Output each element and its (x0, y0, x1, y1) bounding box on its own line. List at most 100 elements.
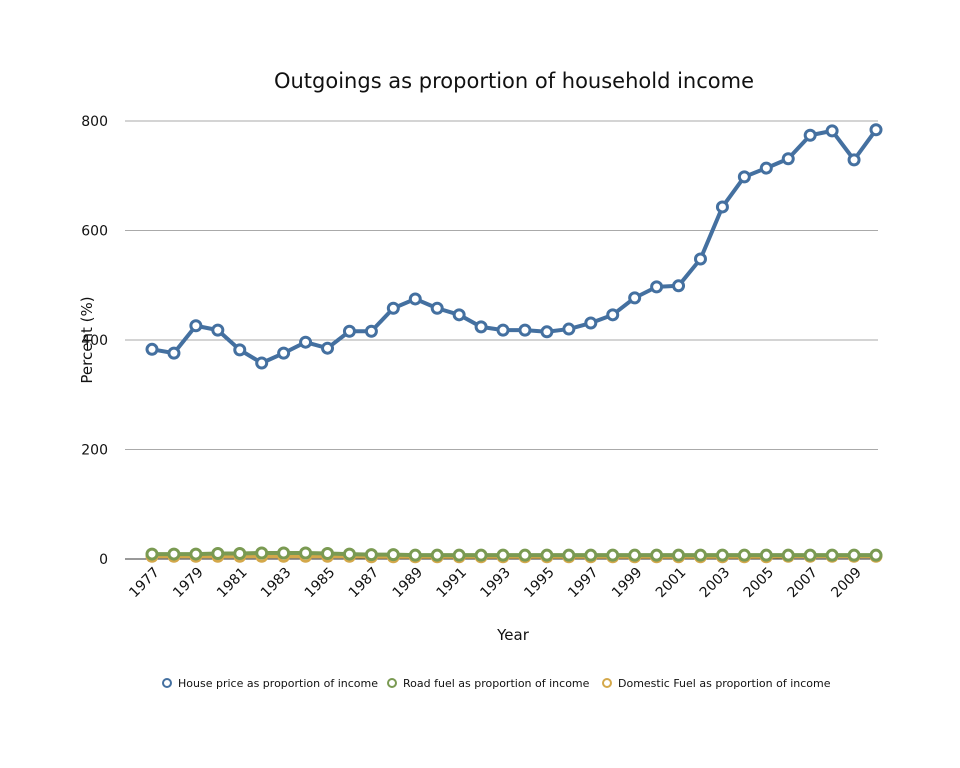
x-tick-label: 1981 (214, 565, 251, 602)
point (299, 335, 313, 349)
y-axis-label: Percent (%) (78, 296, 96, 383)
y-tick-label: 0 (99, 552, 108, 568)
point (715, 548, 729, 562)
point (693, 252, 707, 266)
y-tick-label: 800 (81, 114, 108, 130)
point (364, 548, 378, 562)
point (430, 301, 444, 315)
point (211, 547, 225, 561)
point (474, 548, 488, 562)
point (277, 346, 291, 360)
point (167, 346, 181, 360)
point (606, 548, 620, 562)
point (145, 547, 159, 561)
point (408, 292, 422, 306)
point (650, 548, 664, 562)
x-tick-label: 1979 (170, 565, 207, 602)
point (781, 152, 795, 166)
point (650, 280, 664, 294)
point (474, 320, 488, 334)
point (189, 319, 203, 333)
legend-marker (387, 678, 397, 688)
point (803, 128, 817, 142)
point (693, 548, 707, 562)
point (255, 356, 269, 370)
point (496, 323, 510, 337)
point (606, 308, 620, 322)
legend-label: House price as proportion of income (178, 677, 378, 690)
point (496, 548, 510, 562)
legend-label: Domestic Fuel as proportion of income (618, 677, 831, 690)
x-tick-label: 1995 (521, 565, 558, 602)
point (211, 323, 225, 337)
x-tick-label: 1987 (346, 565, 383, 602)
point (628, 548, 642, 562)
point (233, 547, 247, 561)
point (672, 279, 686, 293)
point (825, 548, 839, 562)
point (255, 546, 269, 560)
legend-label: Road fuel as proportion of income (403, 677, 590, 690)
point (847, 548, 861, 562)
point (869, 548, 883, 562)
point (540, 548, 554, 562)
legend-marker (602, 678, 612, 688)
x-tick-label: 2007 (784, 565, 821, 602)
point (518, 323, 532, 337)
series-line (152, 550, 876, 558)
x-tick-label: 1983 (258, 565, 295, 602)
x-tick-label: 2003 (697, 565, 734, 602)
point (562, 322, 576, 336)
point (145, 342, 159, 356)
point (737, 548, 751, 562)
x-tick-label: 2005 (741, 565, 778, 602)
point (781, 548, 795, 562)
y-tick-label: 600 (81, 224, 108, 240)
y-tick-label: 400 (81, 333, 108, 349)
x-tick-label: 2009 (828, 565, 865, 602)
x-tick-label: 1985 (302, 565, 339, 602)
point (233, 343, 247, 357)
point (737, 170, 751, 184)
point (364, 324, 378, 338)
point (825, 124, 839, 138)
point (386, 301, 400, 315)
point (584, 548, 598, 562)
point (715, 200, 729, 214)
point (299, 546, 313, 560)
legend-marker (162, 678, 172, 688)
point (321, 341, 335, 355)
point (342, 324, 356, 338)
point (277, 546, 291, 560)
x-tick-label: 1997 (565, 565, 602, 602)
point (759, 161, 773, 175)
point (167, 547, 181, 561)
x-axis-label: Year (496, 626, 530, 644)
point (342, 547, 356, 561)
point (386, 548, 400, 562)
x-tick-label: 2001 (653, 565, 690, 602)
x-tick-label: 1991 (433, 565, 470, 602)
x-tick-label: 1977 (126, 565, 163, 602)
chart-title: Outgoings as proportion of household inc… (274, 69, 754, 93)
point (430, 548, 444, 562)
point (408, 548, 422, 562)
point (452, 308, 466, 322)
point (452, 548, 466, 562)
point (803, 548, 817, 562)
point (189, 547, 203, 561)
point (869, 123, 883, 137)
x-tick-label: 1989 (390, 565, 427, 602)
point (321, 547, 335, 561)
point (628, 291, 642, 305)
point (540, 325, 554, 339)
point (518, 548, 532, 562)
point (672, 548, 686, 562)
point (584, 316, 598, 330)
x-tick-label: 1999 (609, 565, 646, 602)
x-tick-label: 1993 (477, 565, 514, 602)
point (847, 153, 861, 167)
point (759, 548, 773, 562)
y-tick-label: 200 (81, 443, 108, 459)
